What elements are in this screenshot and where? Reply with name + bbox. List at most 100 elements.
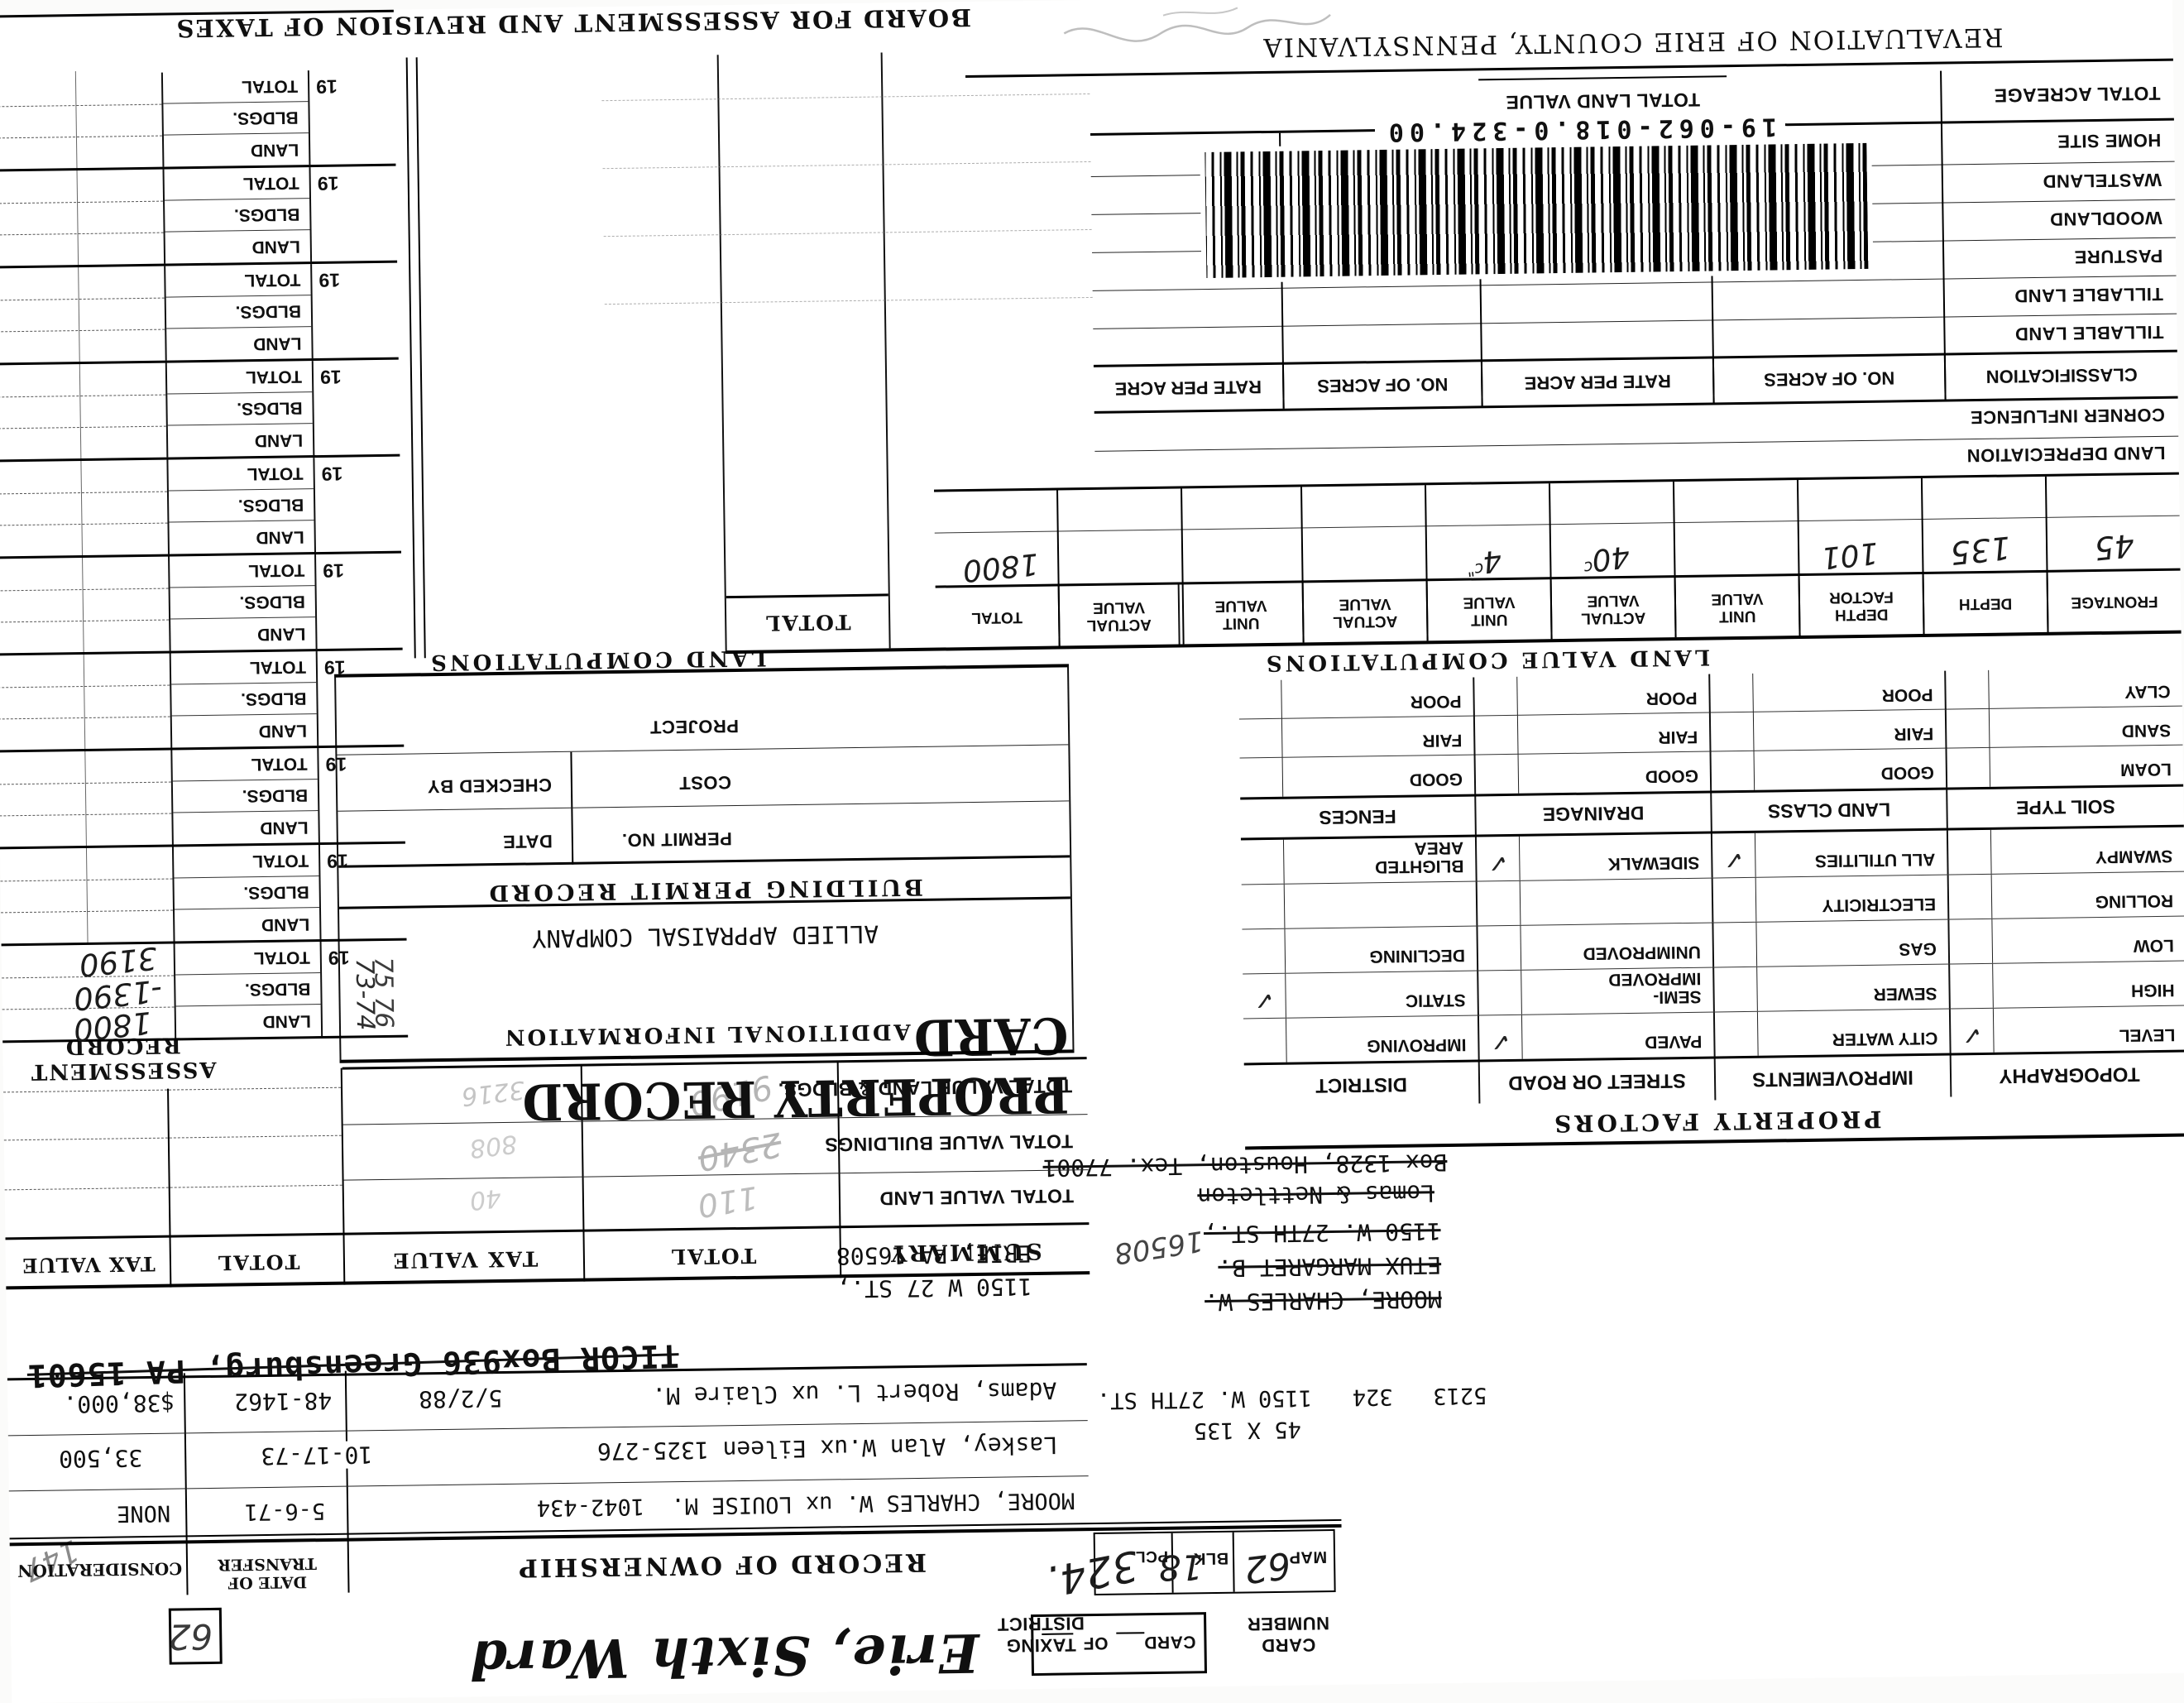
soil-option: GOOD <box>1409 769 1463 789</box>
factor-option: ROLLING <box>2095 890 2174 912</box>
assessment-labels: LAND BLDGS. TOTAL <box>175 942 322 1038</box>
board-line: BOARD FOR ASSESSMENT AND REVISION OF TAX… <box>175 2 972 43</box>
assessment-values <box>0 169 166 266</box>
zip-note: 16508 <box>1112 1223 1206 1270</box>
permit-no-label: PERMIT NO. <box>621 828 733 851</box>
assessment-value-row <box>0 425 167 460</box>
assessment-value-row <box>0 491 168 525</box>
assessment-value-row <box>0 135 163 170</box>
pencil-scribble <box>1063 7 1331 42</box>
map-blk-pcl-box: MAP 62 BLK 18 PCL 324. <box>1043 1528 1336 1605</box>
map-label: MAP <box>1288 1547 1328 1566</box>
ownership-consideration-header: CONSIDERATION <box>17 1558 183 1581</box>
factor-option: HIGH <box>2130 980 2175 1000</box>
assessment-labels: LAND BLDGS. TOTAL <box>165 264 312 360</box>
assessment-values <box>0 266 167 363</box>
assessment-label-total: TOTAL <box>173 845 319 879</box>
soil-checkmark <box>1238 718 1283 759</box>
permit-row-rule-1 <box>338 800 1070 812</box>
ownership-row-name-note: 5/2/88 <box>418 1384 503 1413</box>
soil-option: LOAM <box>2119 759 2172 780</box>
summary-col-divider-3 <box>340 1067 346 1285</box>
assessment-year-prefix: 19 <box>318 269 341 291</box>
factor-option <box>1340 882 1477 928</box>
struck-mortgagee-address-line: Box 1328, Houston, Tex. 77001 <box>1042 1149 1448 1182</box>
assessment-group-empty: 19 LAND BLDGS. TOTAL <box>0 166 398 269</box>
factor-checkmark <box>1714 967 1758 1012</box>
rate-header: RATE PER ACRE <box>1093 364 1285 411</box>
assessment-labels: LAND BLDGS. TOTAL <box>168 458 314 554</box>
factor-option: PAVED <box>1645 1031 1703 1052</box>
assessment-value-row <box>0 103 162 138</box>
assessment-label-total: TOTAL <box>166 361 313 395</box>
ownership-row-date: 5-6-71 <box>244 1498 326 1525</box>
total-land-value-underline <box>1478 75 1727 81</box>
assessment-label-land: LAND <box>254 430 304 451</box>
factor-option: UNIMPROVED <box>1583 942 1702 963</box>
soil-checkmark <box>1946 708 1990 749</box>
factor-option: ALL UTILITIES <box>1814 849 1936 871</box>
lvc-bottom-rule <box>934 472 2179 492</box>
permit-title-rule-bottom <box>338 855 1070 868</box>
factor-option: CITY WATER <box>1832 1028 1938 1049</box>
lvc-depth-value: 135 <box>1948 529 2013 572</box>
assessment-year-note: 73-74 <box>349 957 380 1031</box>
assessment-label-bldgs: BLDGS. <box>170 586 316 620</box>
landcomp-total-header: TOTAL <box>764 610 851 636</box>
landcomp-total-column: TOTAL <box>716 52 891 651</box>
soil-option: POOR <box>1881 684 1933 705</box>
soil-option: FAIR <box>1894 723 1934 744</box>
soil-checkmark <box>1238 679 1282 720</box>
soil-checkmark <box>1239 757 1284 798</box>
assessment-values <box>0 750 174 847</box>
factor-checkmark <box>1948 874 1993 919</box>
factor-checkmark <box>1478 970 1522 1015</box>
lvc-header: DEPTH <box>1923 572 2049 634</box>
summary-tax-value: 808 <box>467 1128 519 1163</box>
assessment-label-bldgs: BLDGS. <box>165 295 312 329</box>
struck-address-line: 1150 W. 27TH ST., <box>1203 1217 1441 1249</box>
assessment-year-cell: 19 <box>307 69 396 166</box>
lvc-actual-value: 4c" <box>1465 542 1504 581</box>
lvc-header: ACTUAL VALUE <box>1303 581 1429 643</box>
assessment-value-row <box>0 329 165 363</box>
factors-header: STREET OR ROAD <box>1479 1058 1717 1104</box>
barcode-number: 19-062-018.0-324.00 <box>1374 112 1786 147</box>
soil-option: CLAY <box>2124 681 2171 702</box>
map-value: 62 <box>1242 1542 1294 1591</box>
summary-total-header: TOTAL <box>669 1243 757 1269</box>
appraisal-company-line: ALLIED APPRAISAL COMPANY <box>531 919 879 953</box>
soil-option: SAND <box>2121 720 2172 741</box>
ownership-row-name: Laskey, Alan W.ux Eileen 1325-276 <box>596 1431 1058 1466</box>
assessment-label-land: LAND <box>256 527 304 548</box>
taxing-district-value: Erie, Sixth Ward <box>467 1621 980 1691</box>
barcode <box>1205 142 1869 279</box>
strip-ledger-line <box>3 1135 342 1141</box>
assessment-value-row <box>0 460 167 494</box>
assessment-value-row <box>0 522 168 557</box>
factor-option: LEVEL <box>2119 1024 2176 1045</box>
assessment-label-bldgs: BLDGS. <box>168 489 314 523</box>
assessment-year-prefix: 19 <box>319 366 342 388</box>
assessment-label-bldgs: BLDGS. <box>172 780 318 813</box>
assessment-value-row <box>0 684 170 719</box>
assessment-year-prefix: 19 <box>323 559 345 582</box>
soil-checkmark <box>1946 669 1990 710</box>
soil-option: POOR <box>1645 688 1698 708</box>
summary-total-value: 110 <box>695 1178 760 1225</box>
assessment-value-row <box>0 73 161 107</box>
assessment-label-total: TOTAL <box>170 651 317 685</box>
ownership-row-name: Adams, Robert L. ux Claire M. <box>652 1376 1057 1410</box>
assessment-values <box>0 459 170 557</box>
assessment-label-land: LAND <box>256 624 306 645</box>
lvc-header: UNIT VALUE <box>1675 576 1801 638</box>
struck-mortgagee-line: Lomas & Nettleton <box>1197 1179 1435 1211</box>
soil-header: DRAINAGE <box>1476 793 1712 835</box>
assessment-labels: LAND BLDGS. TOTAL <box>173 845 320 941</box>
soil-checkmark <box>1475 754 1520 794</box>
assessment-year-cell: 19 <box>314 553 403 650</box>
lvc-header: FRONTAGE <box>2071 592 2158 612</box>
soil-header: LAND CLASS <box>1712 789 1948 832</box>
assessment-label-bldgs: BLDGS. <box>167 392 313 426</box>
